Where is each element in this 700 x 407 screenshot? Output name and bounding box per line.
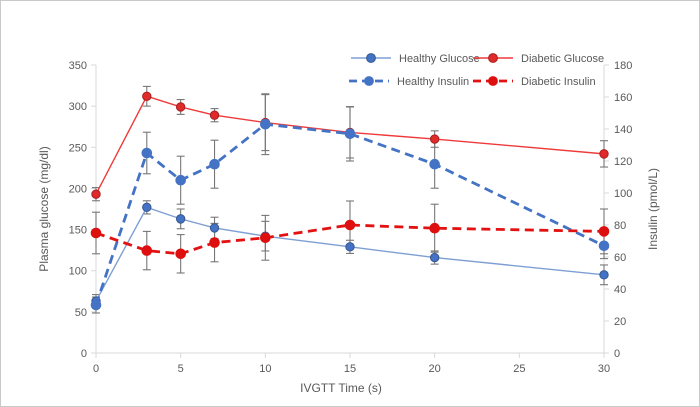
series-line	[95, 223, 605, 256]
y-right-tick-label: 80	[614, 220, 626, 232]
data-point-healthy-insulin[interactable]	[209, 158, 220, 170]
legend-label: Diabetic Insulin	[521, 76, 596, 88]
y-right-tick-label: 140	[614, 124, 632, 136]
data-point-diabetic-insulin[interactable]	[344, 219, 356, 231]
y-left-tick-label: 300	[69, 101, 87, 113]
series-line	[95, 95, 605, 195]
legend-item-healthy-glucose[interactable]: Healthy Glucose	[351, 53, 480, 65]
legend-item-diabetic-glucose[interactable]: Diabetic Glucose	[473, 53, 604, 65]
y-axis-left-title: Plasma glucose (mg/dl)	[37, 146, 51, 271]
data-point-healthy-insulin[interactable]	[429, 158, 440, 170]
data-point-diabetic-insulin[interactable]	[598, 226, 610, 237]
x-axis-title: IVGTT Time (s)	[300, 381, 382, 395]
y-right-tick-label: 160	[614, 92, 632, 104]
x-tick-label: 5	[178, 363, 184, 375]
axes: 0501001502002503003500204060801001201401…	[69, 60, 633, 375]
legend-swatch-marker	[366, 53, 376, 63]
y-right-tick-label: 180	[614, 60, 632, 72]
y-right-tick-label: 0	[614, 348, 620, 360]
legend-label: Healthy Glucose	[399, 53, 480, 65]
data-point-healthy-glucose[interactable]	[599, 270, 609, 280]
data-point-healthy-insulin[interactable]	[141, 147, 153, 159]
x-tick-label: 30	[598, 363, 610, 375]
y-right-tick-label: 100	[614, 188, 632, 200]
data-point-diabetic-insulin[interactable]	[141, 245, 153, 256]
x-tick-label: 15	[344, 363, 356, 375]
legend-label: Healthy Insulin	[397, 76, 469, 88]
y-left-tick-label: 100	[69, 266, 87, 278]
data-point-healthy-insulin[interactable]	[175, 174, 186, 186]
series-plot-area	[90, 85, 610, 314]
data-point-diabetic-insulin[interactable]	[209, 237, 220, 248]
y-right-tick-label: 40	[614, 284, 626, 296]
data-point-healthy-insulin[interactable]	[344, 128, 356, 140]
y-left-tick-label: 0	[81, 348, 87, 360]
data-point-healthy-glucose[interactable]	[175, 214, 186, 224]
y-right-tick-label: 120	[614, 156, 632, 168]
legend-item-healthy-insulin[interactable]: Healthy Insulin	[349, 76, 469, 88]
data-point-diabetic-insulin[interactable]	[90, 227, 102, 239]
data-point-diabetic-insulin[interactable]	[429, 222, 440, 234]
y-right-tick-label: 60	[614, 252, 626, 264]
data-point-healthy-glucose[interactable]	[345, 242, 355, 252]
legend-swatch-marker	[488, 53, 498, 63]
y-left-tick-label: 50	[75, 307, 87, 319]
legend: Healthy Glucose Diabetic Glucose Healthy I…	[349, 53, 604, 88]
legend-label: Diabetic Glucose	[521, 53, 604, 65]
data-point-healthy-glucose[interactable]	[142, 202, 152, 213]
data-point-diabetic-glucose[interactable]	[175, 102, 186, 112]
data-point-healthy-insulin[interactable]	[260, 118, 271, 130]
x-tick-label: 20	[429, 363, 441, 375]
data-point-healthy-glucose[interactable]	[429, 252, 440, 263]
x-tick-label: 10	[259, 363, 271, 375]
legend-swatch-marker	[364, 76, 374, 86]
data-point-healthy-insulin[interactable]	[90, 299, 102, 311]
series-line	[94, 122, 605, 306]
data-point-diabetic-glucose[interactable]	[599, 149, 609, 159]
legend-swatch-marker	[488, 76, 498, 86]
data-point-diabetic-glucose[interactable]	[209, 110, 220, 120]
y-left-tick-label: 250	[69, 142, 87, 154]
data-point-diabetic-insulin[interactable]	[175, 248, 186, 260]
y-right-tick-label: 20	[614, 316, 626, 328]
legend-item-diabetic-insulin[interactable]: Diabetic Insulin	[473, 76, 596, 88]
y-left-tick-label: 150	[69, 225, 87, 237]
series-diabetic-insulin	[90, 219, 610, 260]
data-point-diabetic-glucose[interactable]	[91, 189, 101, 199]
y-left-tick-label: 350	[69, 60, 87, 72]
data-point-diabetic-insulin[interactable]	[260, 232, 271, 244]
y-left-tick-label: 200	[69, 183, 87, 195]
x-tick-label: 25	[513, 363, 525, 375]
error-bars-diabetic-insulin	[92, 200, 608, 274]
series-line	[95, 206, 605, 302]
y-axis-right-title: Insulin (pmol/L)	[646, 168, 660, 250]
data-point-diabetic-glucose[interactable]	[142, 91, 152, 101]
series-diabetic-glucose	[91, 91, 609, 199]
x-tick-label: 0	[93, 363, 99, 375]
series-healthy-insulin	[90, 118, 610, 311]
data-point-healthy-insulin[interactable]	[598, 240, 610, 252]
data-point-diabetic-glucose[interactable]	[429, 134, 440, 144]
data-point-healthy-glucose[interactable]	[209, 223, 220, 233]
